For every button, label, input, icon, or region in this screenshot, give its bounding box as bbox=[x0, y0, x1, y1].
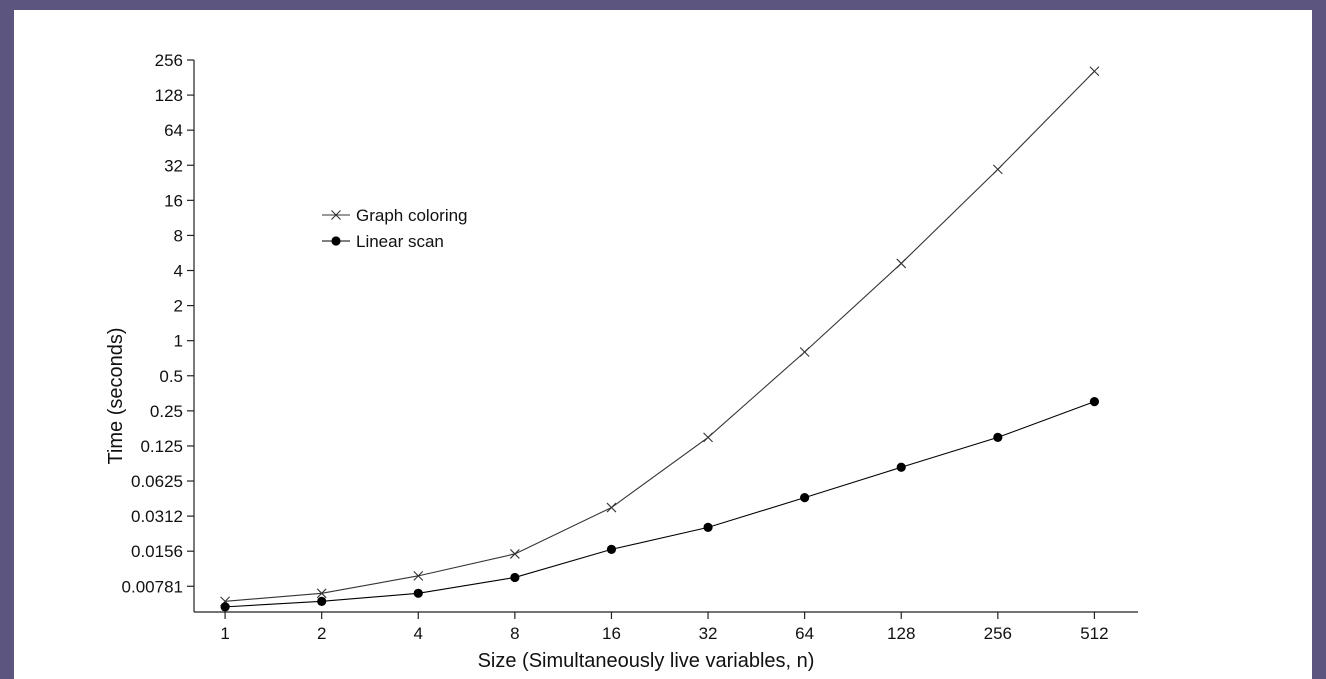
series-line-linear-scan bbox=[225, 401, 1095, 608]
cross-stroke bbox=[606, 502, 617, 513]
data-point-linear-scan bbox=[1089, 397, 1100, 407]
y-tick-label: 0.125 bbox=[140, 437, 183, 456]
data-point-linear-scan bbox=[317, 596, 327, 606]
y-tick-label: 0.0156 bbox=[131, 542, 183, 561]
data-point-linear-scan bbox=[606, 544, 617, 554]
cross-stroke bbox=[331, 210, 341, 220]
data-point-graph-coloring bbox=[413, 570, 424, 581]
data-point-linear-scan bbox=[896, 462, 906, 472]
cross-stroke bbox=[316, 588, 327, 599]
x-tick-label: 256 bbox=[984, 624, 1012, 643]
x-tick-label: 32 bbox=[699, 624, 718, 643]
legend-label-linear-scan: Linear scan bbox=[356, 232, 444, 251]
y-tick-label: 0.00781 bbox=[122, 577, 183, 596]
x-tick-label: 8 bbox=[510, 624, 519, 643]
data-point-graph-coloring bbox=[703, 432, 713, 443]
data-point-linear-scan bbox=[800, 493, 810, 503]
cross-stroke bbox=[703, 432, 713, 443]
y-tick-label: 0.0312 bbox=[131, 507, 183, 526]
cross-stroke bbox=[1089, 66, 1100, 77]
y-axis-title: Time (seconds) bbox=[105, 327, 127, 464]
legend-item-linear-scan: Linear scan bbox=[322, 232, 444, 251]
data-point-linear-scan bbox=[510, 572, 520, 583]
y-tick-label: 256 bbox=[155, 51, 183, 70]
data-point-linear-scan bbox=[993, 432, 1003, 442]
data-point-linear-scan bbox=[413, 588, 423, 598]
data-point-graph-coloring bbox=[509, 549, 520, 559]
data-point-graph-coloring bbox=[606, 502, 617, 513]
y-tick-label: 8 bbox=[174, 226, 183, 245]
cross-stroke bbox=[509, 549, 520, 559]
y-tick-label: 0.25 bbox=[150, 402, 183, 421]
data-point-linear-scan bbox=[220, 602, 230, 612]
x-axis-title: Size (Simultaneously live variables, n) bbox=[478, 650, 815, 672]
x-tick-label: 16 bbox=[602, 624, 621, 643]
y-tick-label: 64 bbox=[164, 121, 183, 140]
cross-stroke bbox=[413, 570, 424, 581]
legend-item-graph-coloring: Graph coloring bbox=[322, 206, 468, 225]
data-point-linear-scan bbox=[703, 522, 713, 533]
y-tick-label: 32 bbox=[164, 156, 183, 175]
data-point-graph-coloring bbox=[992, 164, 1003, 175]
data-point-graph-coloring bbox=[1089, 66, 1100, 77]
series-graph-coloring bbox=[220, 66, 1100, 607]
y-ticks: 0.00781 0.0156 0.0312 0.0625 0.125 0.25 0.5 1 2 4… bbox=[122, 51, 194, 596]
series-layer bbox=[220, 66, 1100, 612]
y-tick-label: 128 bbox=[155, 86, 183, 105]
cross-stroke bbox=[992, 164, 1003, 175]
x-tick-label: 1 bbox=[220, 624, 229, 643]
y-tick-label: 4 bbox=[174, 262, 183, 281]
cross-stroke bbox=[799, 347, 810, 357]
x-ticks: 1 2 4 8 16 32 64 128 256 512 bbox=[220, 612, 1109, 643]
x-tick-label: 128 bbox=[887, 624, 915, 643]
x-tick-label: 64 bbox=[795, 624, 814, 643]
data-point-graph-coloring bbox=[799, 347, 810, 357]
y-tick-label: 0.5 bbox=[159, 367, 183, 386]
x-tick-label: 4 bbox=[414, 624, 423, 643]
series-line-graph-coloring bbox=[225, 70, 1095, 602]
x-tick-label: 512 bbox=[1080, 624, 1108, 643]
axes bbox=[193, 60, 1138, 613]
chart-frame: 0.00781 0.0156 0.0312 0.0625 0.125 0.25 0.5 1 2 4… bbox=[14, 10, 1312, 679]
data-point-graph-coloring bbox=[316, 588, 327, 599]
cross-stroke bbox=[896, 258, 907, 269]
series-linear-scan bbox=[220, 397, 1100, 612]
legend-marker bbox=[331, 210, 341, 220]
legend-marker bbox=[331, 236, 341, 246]
data-point-graph-coloring bbox=[896, 258, 907, 269]
line-chart: 0.00781 0.0156 0.0312 0.0625 0.125 0.25 0.5 1 2 4… bbox=[105, 51, 1138, 672]
y-tick-label: 1 bbox=[174, 332, 183, 351]
x-tick-label: 2 bbox=[317, 624, 326, 643]
legend: Graph coloring Linear scan bbox=[322, 206, 468, 251]
y-tick-label: 2 bbox=[174, 297, 183, 316]
y-tick-label: 0.0625 bbox=[131, 472, 183, 491]
y-tick-label: 16 bbox=[164, 191, 183, 210]
legend-label-graph-coloring: Graph coloring bbox=[356, 206, 468, 225]
